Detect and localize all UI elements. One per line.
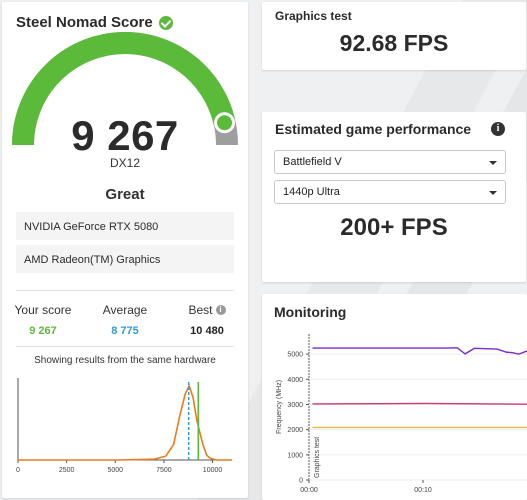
gauge-knob <box>214 112 236 134</box>
score-distribution-chart: 0 2500 5000 7500 10000 <box>16 378 232 474</box>
y-tick-label: 5000 <box>287 352 303 359</box>
y-tick-label: 2000 <box>287 427 303 434</box>
graphics-test-label: Graphics test <box>275 9 352 23</box>
game-select-value: Battlefield V <box>283 156 342 168</box>
game-performance-card: Estimated game performance i Battlefield… <box>262 112 526 282</box>
x-tick-label: 00:00 <box>300 487 318 494</box>
chevron-down-icon <box>489 161 497 165</box>
x-tick-label: 7500 <box>156 467 172 474</box>
y-axis-label: Frequency (MHz) <box>276 380 283 434</box>
resolution-select-value: 1440p Ultra <box>283 186 340 198</box>
best-stat: Best i 10 480 <box>166 303 248 337</box>
monitoring-chart: 01000200030004000500000:0000:1000:20Freq… <box>276 334 527 494</box>
divider <box>16 290 234 291</box>
y-tick-label: 1000 <box>287 452 303 459</box>
x-tick-label: 2500 <box>59 467 75 474</box>
chevron-down-icon <box>489 191 497 195</box>
x-tick-label: 10000 <box>203 467 223 474</box>
series-line <box>312 347 527 355</box>
game-performance-title: Estimated game performance <box>275 121 472 137</box>
score-header: Steel Nomad Score <box>16 14 173 31</box>
divider <box>16 346 234 347</box>
check-icon <box>158 15 173 30</box>
gpu-name: NVIDIA GeForce RTX 5080 <box>16 212 234 240</box>
graphics-test-card: Graphics test 92.68 FPS <box>262 2 526 70</box>
your-score-stat: Your score 9 267 <box>2 303 84 337</box>
score-card: Steel Nomad Score 9 267 DX12 Great NVIDI… <box>2 2 248 498</box>
graphics-test-label: Graphics test <box>314 437 321 478</box>
average-stat: Average 8 775 <box>84 303 166 337</box>
game-select[interactable]: Battlefield V <box>274 150 506 174</box>
x-tick-label: 0 <box>16 467 20 474</box>
api-label: DX12 <box>109 156 141 170</box>
score-title: Steel Nomad Score <box>16 14 153 31</box>
resolution-select[interactable]: 1440p Ultra <box>274 180 506 204</box>
best-value: 10 480 <box>190 325 224 337</box>
y-tick-label: 0 <box>299 478 303 485</box>
monitoring-card: Monitoring 0 1000 2000 3000 4000 5000 00:00 00:… <box>262 294 527 500</box>
info-icon[interactable]: i <box>491 122 505 136</box>
average-label: Average <box>102 303 148 317</box>
score-gauge <box>12 32 238 146</box>
best-label: Best <box>188 303 213 317</box>
distribution-line <box>18 383 232 461</box>
info-icon[interactable]: i <box>215 305 226 315</box>
x-tick-label: 00:10 <box>414 487 432 494</box>
y-tick-label: 3000 <box>287 402 303 409</box>
your-score-value: 9 267 <box>29 325 57 337</box>
score-comparison: Your score 9 267 Average 8 775 Best i 10… <box>2 303 248 337</box>
gauge-fill <box>12 32 236 146</box>
histogram-caption: Showing results from the same hardware <box>34 355 216 366</box>
graphics-test-fps: 92.68 FPS <box>339 30 449 56</box>
y-tick-label: 4000 <box>287 377 303 384</box>
score-rating: Great <box>105 186 145 203</box>
series-line <box>312 402 527 405</box>
your-score-label: Your score <box>14 303 72 317</box>
score-value: 9 267 <box>71 112 179 159</box>
monitoring-title: Monitoring <box>274 304 347 320</box>
x-tick-label: 5000 <box>107 467 123 474</box>
estimated-fps: 200+ FPS <box>340 214 448 241</box>
average-value: 8 775 <box>111 325 139 337</box>
secondary-gpu-name: AMD Radeon(TM) Graphics <box>16 245 234 273</box>
